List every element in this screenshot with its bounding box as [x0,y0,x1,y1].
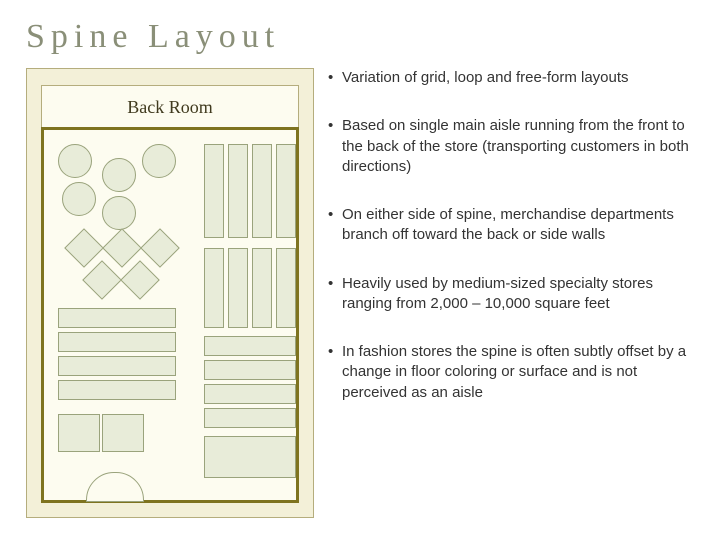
floorplan-shape [120,260,160,300]
slide: Spine Layout Back Room Variation of grid… [0,0,728,546]
floorplan-shape [58,332,176,352]
floorplan-shape [86,472,144,502]
floorplan-shape [204,436,296,478]
content-row: Back Room Variation of grid, loop and fr… [26,68,702,518]
floorplan-shape [102,228,142,268]
floorplan-shape [228,144,248,238]
bullet-list: Variation of grid, loop and free-form la… [328,68,702,518]
floorplan-shape [82,260,122,300]
bullet-item: Heavily used by medium-sized specialty s… [328,274,698,315]
slide-title: Spine Layout [26,18,702,56]
floorplan-shape [58,144,92,178]
floorplan-figure: Back Room [26,68,314,518]
floorplan-shape [204,360,296,380]
floorplan-shape [58,414,100,452]
floorplan-shape [204,248,224,328]
floorplan-shape [204,408,296,428]
bullet-item: Based on single main aisle running from … [328,116,698,177]
floorplan-shape [102,196,136,230]
floorplan-shape [142,144,176,178]
bullet-item: Variation of grid, loop and free-form la… [328,68,698,88]
floorplan-shape [140,228,180,268]
floorplan-shape [276,144,296,238]
floorplan-shape [58,380,176,400]
floorplan-shape [204,384,296,404]
floorplan-shape [252,248,272,328]
floorplan-shape [228,248,248,328]
floorplan-shape [64,228,104,268]
floorplan-shape [102,414,144,452]
floorplan-shape [204,144,224,238]
floorplan-shape [58,308,176,328]
bullet-item: On either side of spine, merchandise dep… [328,205,698,246]
store-floor [41,127,299,503]
floorplan-shape [204,336,296,356]
floorplan-shape [252,144,272,238]
back-room-label: Back Room [41,85,299,129]
floorplan-shape [102,158,136,192]
floorplan-shape [58,356,176,376]
bullet-item: In fashion stores the spine is often sub… [328,342,698,403]
floorplan-shape [276,248,296,328]
floorplan-shape [62,182,96,216]
